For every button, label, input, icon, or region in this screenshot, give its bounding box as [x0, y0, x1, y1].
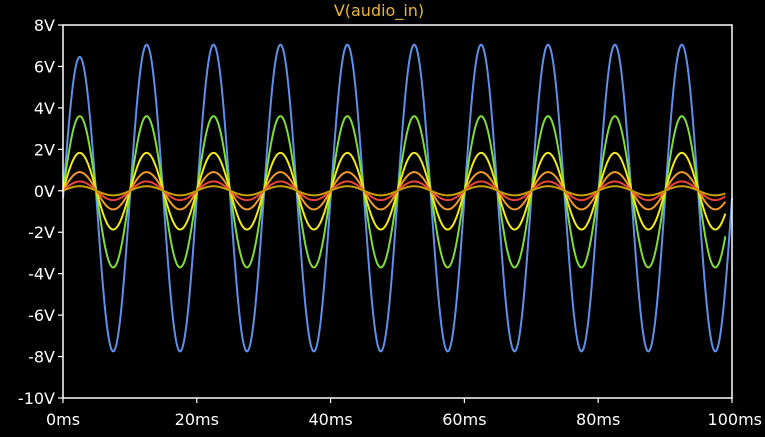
plot-frame	[62, 24, 733, 399]
series-line-3	[62, 151, 727, 231]
y-tick-label: -8V	[28, 348, 55, 367]
x-tick-label: 0ms	[46, 410, 80, 429]
x-tick-label: 100ms	[708, 410, 762, 429]
x-tick-label: 80ms	[576, 410, 620, 429]
series-line-6	[62, 185, 726, 197]
y-tick-label: 0V	[34, 182, 55, 201]
series-layer	[62, 43, 733, 353]
y-tick-label: -4V	[28, 265, 55, 284]
y-tick-label: 6V	[34, 57, 55, 76]
series-line-4	[62, 171, 727, 211]
x-tick-label: 60ms	[442, 410, 486, 429]
y-tick-label: 2V	[34, 140, 55, 159]
series-line-2	[62, 115, 727, 269]
y-tick-label: 8V	[34, 16, 55, 35]
y-tick-label: -2V	[28, 223, 55, 242]
series-line-5	[62, 180, 726, 202]
y-tick-label: 4V	[34, 99, 55, 118]
x-tick-label: 40ms	[308, 410, 352, 429]
x-axis: 0ms 20ms 40ms 60ms 80ms 100ms	[46, 398, 762, 429]
x-tick-label: 20ms	[175, 410, 219, 429]
chart-title: V(audio_in)	[334, 1, 424, 21]
y-tick-label: -10V	[18, 389, 55, 408]
y-axis: 8V 6V 4V 2V 0V -2V -4V -6V -8V -10V	[18, 16, 63, 408]
y-tick-label: -6V	[28, 306, 55, 325]
